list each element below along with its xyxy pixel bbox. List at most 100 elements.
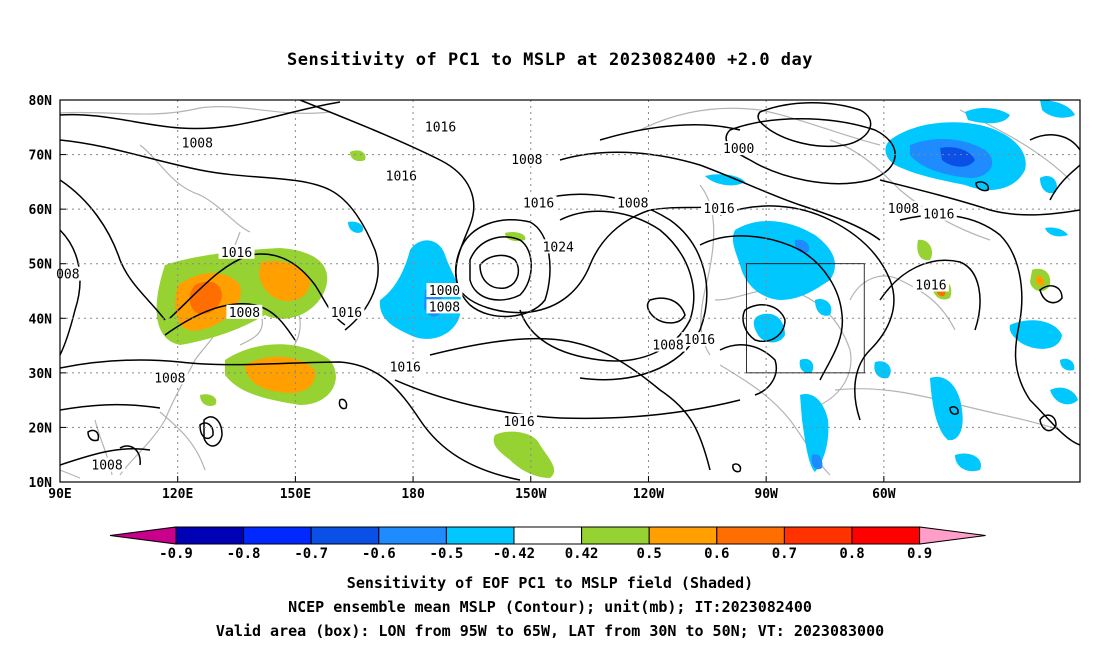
lon-tick-label: 180 — [401, 487, 425, 502]
valid-area-box — [746, 263, 865, 374]
contour-label: 1016 — [331, 306, 362, 321]
lon-tick-label: 120E — [162, 487, 193, 502]
colorbar-segment — [513, 526, 583, 545]
longitude-labels: 90E 120E 150E 180 150W 120W 90W 60W — [48, 476, 896, 502]
latitude-labels: 80N 70N 60N 50N 40N 30N 20N 10N — [29, 94, 66, 491]
colorbar-segment — [243, 526, 312, 545]
contour-label: 1016 — [390, 360, 421, 375]
contour-label-bg — [701, 201, 738, 216]
contour-label-bg — [53, 266, 82, 281]
contour-label: 1024 — [543, 240, 574, 255]
colorbar-tick-label: -0.5 — [430, 546, 464, 562]
contour-label: 1008 — [511, 153, 542, 168]
contour-label-bg — [218, 244, 255, 259]
contour-label: 1016 — [923, 208, 954, 223]
contour-label: 1016 — [915, 279, 946, 294]
colorbar-segment — [378, 526, 447, 545]
colorbar-tick-label: 0.5 — [637, 546, 662, 562]
sensitivity-shading — [156, 100, 1078, 478]
contour-label-bg — [501, 413, 537, 428]
lat-tick-label: 50N — [29, 258, 53, 273]
contour-label-bg — [540, 239, 577, 254]
contour-label: 1016 — [386, 169, 417, 184]
colorbar-tick-label: -0.42 — [493, 546, 535, 562]
mslp-contours — [60, 100, 1080, 481]
contour-label: 1016 — [523, 197, 554, 212]
contour-label-bg — [226, 304, 263, 319]
contour-label-bg — [720, 141, 757, 156]
colorbar-tick-label: 0.8 — [839, 546, 864, 562]
map-frame — [59, 99, 1081, 483]
colorbar-tick-label: 0.42 — [565, 546, 599, 562]
colorbar-tick-label: 0.6 — [704, 546, 729, 562]
caption-line-3: Valid area (box): LON from 95W to 65W, L… — [215, 622, 885, 640]
colorbar-low-triangle — [109, 526, 177, 545]
colorbar-tick-label: 0.9 — [907, 546, 932, 562]
contour-label-bg — [328, 304, 365, 319]
lat-tick-label: 80N — [29, 94, 53, 109]
colorbar-segment — [851, 526, 921, 545]
contour-label: 1016 — [503, 415, 534, 430]
contour-label-bg — [89, 457, 126, 472]
contour-label-bg — [650, 337, 687, 352]
lon-tick-label: 150W — [515, 487, 546, 502]
contour-label-bg — [920, 206, 957, 221]
contour-label-bg — [383, 168, 420, 183]
contour-label-bg — [426, 283, 463, 297]
lat-lon-grid — [60, 100, 1080, 482]
contour-label: 1000 — [429, 284, 460, 299]
contour-label: 1008 — [154, 371, 185, 386]
contour-label-bg — [422, 119, 459, 134]
colorbar-segment — [716, 526, 785, 545]
contour-label: 1000 — [723, 142, 754, 157]
colorbar: -0.9 -0.8 -0.7 -0.6 -0.5 -0.42 0.42 0.5 0.6 0.7 0.… — [109, 526, 986, 562]
contour-label-bg — [387, 359, 424, 374]
contour-label-bg — [151, 370, 188, 385]
lon-tick-label: 120W — [633, 487, 664, 502]
contour-label: 1008 — [429, 300, 460, 315]
lat-tick-label: 10N — [29, 476, 53, 491]
colorbar-segment — [648, 526, 718, 545]
colorbar-segment — [310, 526, 380, 545]
contour-label-bg — [614, 195, 651, 210]
colorbar-tick-label: -0.7 — [294, 546, 328, 562]
colorbar-tick-label: -0.6 — [362, 546, 396, 562]
lon-tick-label: 150E — [280, 487, 311, 502]
lon-tick-label: 90W — [754, 487, 778, 502]
contour-label: 1008 — [888, 202, 919, 217]
contour-label-bg — [912, 277, 949, 292]
lon-tick-label: 90E — [48, 487, 71, 502]
contour-label-bg — [520, 195, 557, 210]
contour-label: 1008 — [182, 137, 213, 152]
contour-label-bg — [681, 332, 718, 347]
colorbar-tick-label: -0.8 — [227, 546, 261, 562]
contour-label: 1008 — [229, 306, 260, 321]
map-title: Sensitivity of PC1 to MSLP at 2023082400… — [286, 50, 813, 70]
lon-tick-label: 60W — [872, 487, 896, 502]
contour-label: 1008 — [91, 459, 122, 474]
lat-tick-label: 40N — [29, 312, 53, 327]
colorbar-tick-label: -0.9 — [159, 546, 193, 562]
lat-tick-label: 60N — [29, 203, 53, 218]
colorbar-segment — [175, 526, 245, 545]
colorbar-segment — [783, 526, 853, 545]
contour-label-bg — [426, 299, 463, 314]
contour-label-bg — [179, 135, 216, 150]
contour-label: 1016 — [703, 202, 734, 217]
colorbar-high-triangle — [919, 526, 986, 545]
contour-label-bg — [885, 201, 922, 216]
lat-tick-label: 30N — [29, 367, 53, 382]
contour-label: 1016 — [221, 246, 252, 261]
contour-label-bg — [508, 152, 545, 167]
contour-label: 1008 — [617, 197, 648, 212]
colorbar-segment — [445, 526, 515, 545]
caption-line-2: NCEP ensemble mean MSLP (Contour); unit(… — [288, 598, 812, 616]
contour-label: 1016 — [684, 333, 715, 348]
contour-label: 1008 — [652, 339, 683, 354]
contour-label: 008 — [56, 268, 79, 283]
colorbar-segment — [581, 526, 650, 545]
lat-tick-label: 20N — [29, 421, 53, 436]
caption-line-1: Sensitivity of EOF PC1 to MSLP field (Sh… — [346, 574, 754, 592]
